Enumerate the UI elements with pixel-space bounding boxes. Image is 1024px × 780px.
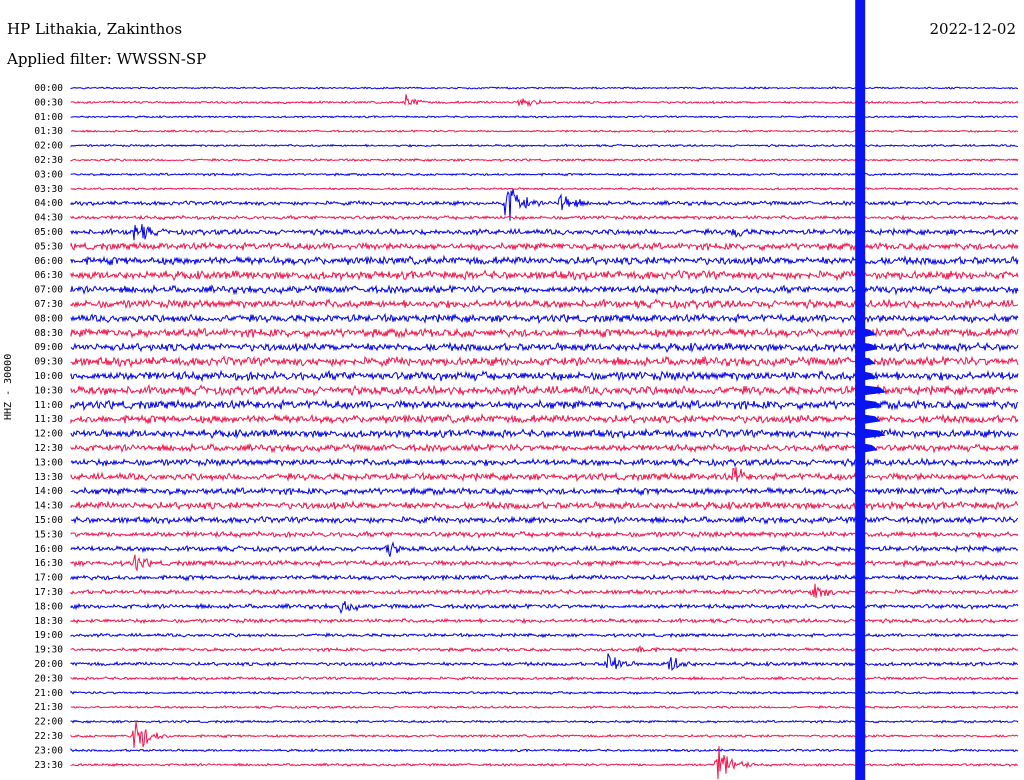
time-tick-2100: 21:00 — [34, 688, 63, 699]
trace-row-0430 — [70, 214, 1019, 221]
trace-row-1430 — [70, 500, 1019, 511]
trace-row-2300 — [70, 747, 1019, 753]
time-tick-2130: 21:30 — [34, 702, 63, 713]
time-tick-0230: 02:30 — [34, 155, 63, 166]
time-tick-1300: 13:00 — [34, 457, 63, 468]
time-tick-0800: 08:00 — [34, 313, 63, 324]
trace-row-1700 — [70, 573, 1019, 582]
time-tick-0500: 05:00 — [34, 227, 63, 238]
trace-row-0030 — [70, 94, 1019, 108]
time-tick-1930: 19:30 — [34, 645, 63, 656]
time-tick-0930: 09:30 — [34, 357, 63, 368]
time-tick-1530: 15:30 — [34, 529, 63, 540]
trace-row-0330 — [70, 186, 1019, 191]
trace-row-2230 — [70, 721, 1019, 748]
trace-row-2000 — [70, 653, 1019, 672]
time-tick-1630: 16:30 — [34, 558, 63, 569]
time-tick-1900: 19:00 — [34, 630, 63, 641]
trace-row-0930 — [70, 355, 1019, 369]
time-tick-0100: 01:00 — [34, 112, 63, 123]
trace-row-1900 — [70, 632, 1018, 639]
trace-row-1830 — [70, 617, 1019, 625]
time-tick-0300: 03:00 — [34, 169, 63, 180]
time-tick-1130: 11:30 — [34, 414, 63, 425]
trace-row-2200 — [70, 719, 1019, 724]
trace-row-1400 — [70, 486, 1019, 497]
time-tick-0430: 04:30 — [34, 213, 63, 224]
trace-row-0130 — [70, 129, 1019, 134]
time-tick-2000: 20:00 — [34, 659, 63, 670]
time-tick-0530: 05:30 — [34, 241, 63, 252]
time-tick-1330: 13:30 — [34, 472, 63, 483]
time-tick-1600: 16:00 — [34, 544, 63, 555]
trace-row-0230 — [70, 157, 1019, 163]
trace-row-1530 — [70, 529, 1019, 540]
trace-row-0730 — [70, 298, 1019, 311]
plot-date: 2022-12-02 — [929, 20, 1016, 38]
time-tick-1100: 11:00 — [34, 400, 63, 411]
trace-row-0530 — [70, 241, 1019, 252]
trace-row-0700 — [70, 284, 1019, 296]
trace-row-2100 — [70, 690, 1019, 696]
time-tick-1730: 17:30 — [34, 587, 63, 598]
trace-row-1230 — [70, 442, 1019, 454]
time-tick-1500: 15:00 — [34, 515, 63, 526]
time-tick-1200: 12:00 — [34, 429, 63, 440]
trace-row-0600 — [70, 254, 1019, 267]
time-tick-2330: 23:30 — [34, 760, 63, 771]
trace-row-1800 — [70, 601, 1019, 615]
time-tick-1400: 14:00 — [34, 486, 63, 497]
trace-row-1500 — [70, 514, 1019, 525]
time-tick-2030: 20:30 — [34, 673, 63, 684]
trace-row-1730 — [70, 583, 1019, 599]
time-tick-0630: 06:30 — [34, 270, 63, 281]
time-tick-0330: 03:30 — [34, 184, 63, 195]
time-tick-0830: 08:30 — [34, 328, 63, 339]
station-title: HP Lithakia, Zakinthos — [7, 20, 183, 38]
time-tick-0730: 07:30 — [34, 299, 63, 310]
time-tick-2230: 22:30 — [34, 731, 63, 742]
trace-row-0200 — [70, 143, 1019, 148]
trace-row-0500 — [70, 223, 1019, 241]
time-tick-1000: 10:00 — [34, 371, 63, 382]
time-tick-0030: 00:30 — [34, 97, 63, 108]
time-tick-0400: 04:00 — [34, 198, 63, 209]
trace-row-0800 — [70, 312, 1019, 325]
time-tick-2200: 22:00 — [34, 717, 63, 728]
time-tick-0700: 07:00 — [34, 285, 63, 296]
trace-row-0830 — [70, 326, 1019, 339]
trace-row-2030 — [70, 675, 1019, 681]
time-tick-1430: 14:30 — [34, 501, 63, 512]
trace-row-1600 — [70, 540, 1019, 557]
trace-row-0300 — [70, 172, 1019, 177]
time-tick-1830: 18:30 — [34, 616, 63, 627]
large-event-trace — [855, 0, 887, 780]
time-tick-0130: 01:30 — [34, 126, 63, 137]
time-tick-2300: 23:00 — [34, 745, 63, 756]
time-tick-0600: 06:00 — [34, 256, 63, 267]
time-tick-0000: 00:00 — [34, 83, 63, 94]
trace-row-0630 — [70, 269, 1019, 282]
trace-row-1000 — [70, 369, 1019, 383]
time-tick-labels: 00:00 00:30 01:00 01:30 02:00 02:30 03:00 03:30… — [34, 83, 63, 771]
time-tick-1030: 10:30 — [34, 385, 63, 396]
filter-label: Applied filter: WWSSN-SP — [7, 50, 207, 68]
large-event-coda — [855, 326, 887, 454]
trace-row-1630 — [70, 554, 1019, 572]
time-tick-1230: 12:30 — [34, 443, 63, 454]
trace-row-0000 — [70, 86, 1019, 90]
time-tick-0900: 09:00 — [34, 342, 63, 353]
trace-row-1300 — [70, 457, 1019, 468]
time-tick-0200: 02:00 — [34, 141, 63, 152]
trace-row-0100 — [70, 114, 1019, 119]
trace-row-2130 — [70, 705, 1019, 710]
time-tick-1700: 17:00 — [34, 573, 63, 584]
trace-row-2330 — [70, 746, 1019, 780]
trace-row-1930 — [70, 645, 1019, 653]
trace-row-1330 — [70, 466, 1019, 483]
time-tick-1800: 18:00 — [34, 601, 63, 612]
trace-row-0900 — [70, 341, 1019, 353]
